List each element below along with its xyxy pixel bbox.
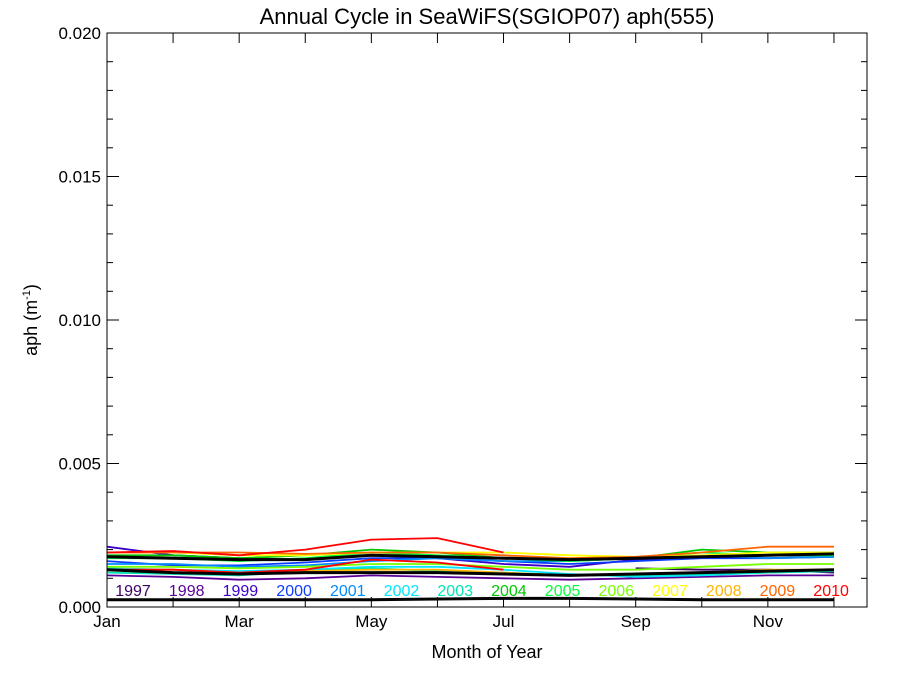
y-tick-label: 0.020 [58, 24, 101, 43]
y-axis-label-exponent: -1 [21, 290, 33, 300]
series-line [106, 568, 835, 577]
series-line-2004 [107, 548, 834, 562]
legend-label-2006: 2006 [599, 583, 635, 600]
legend-label-2005: 2005 [545, 583, 581, 600]
series-line-2010 [106, 537, 504, 557]
y-tick-label: 0.010 [58, 311, 101, 330]
plot-frame [106, 32, 868, 608]
legend-label-2009: 2009 [760, 583, 796, 600]
x-tick-label: Mar [225, 612, 255, 631]
legend-label-1998: 1998 [169, 583, 205, 600]
series-line [106, 552, 835, 562]
series-line [107, 596, 834, 602]
legend-label-1999: 1999 [223, 583, 259, 600]
legend-label-2007: 2007 [652, 583, 688, 600]
legend-label-2008: 2008 [706, 583, 742, 600]
x-axis-label: Month of Year [431, 642, 542, 662]
y-tick-label: 0.005 [58, 455, 101, 474]
legend-label-2010: 2010 [813, 583, 849, 600]
x-tick-label: Jul [493, 612, 515, 631]
legend-label-2004: 2004 [491, 583, 527, 600]
x-tick-label: Nov [753, 612, 784, 631]
x-tick-label: Jan [93, 612, 120, 631]
series-line-2002 [106, 565, 835, 578]
x-tick-label: May [355, 612, 388, 631]
legend-label-2001: 2001 [330, 583, 366, 600]
legend: 1997 1998 1999 2000 2001 2002 2003 2004 2005 2006… [115, 583, 849, 600]
legend-label-2003: 2003 [437, 583, 473, 600]
y-axis-label-close: ) [21, 284, 41, 290]
x-tick-label: Sep [621, 612, 651, 631]
legend-label-2002: 2002 [384, 583, 420, 600]
y-axis-label: aph (m-1) [21, 284, 41, 356]
y-tick-label: 0.015 [58, 168, 101, 187]
series-line-1998 [106, 574, 834, 581]
series-layer [106, 537, 835, 602]
chart-title: Annual Cycle in SeaWiFS(SGIOP07) aph(555… [260, 4, 715, 29]
series-line-2009 [107, 545, 834, 560]
legend-label-1997: 1997 [115, 583, 151, 600]
legend-label-2000: 2000 [276, 583, 312, 600]
y-axis-label-main: aph (m [21, 300, 41, 356]
y-tick-label: 0.000 [58, 598, 101, 617]
series-line [107, 558, 504, 574]
axes: Jan Mar May Jul Sep Nov 0.000 0.005 0.010 0.015 0.… [58, 24, 867, 631]
